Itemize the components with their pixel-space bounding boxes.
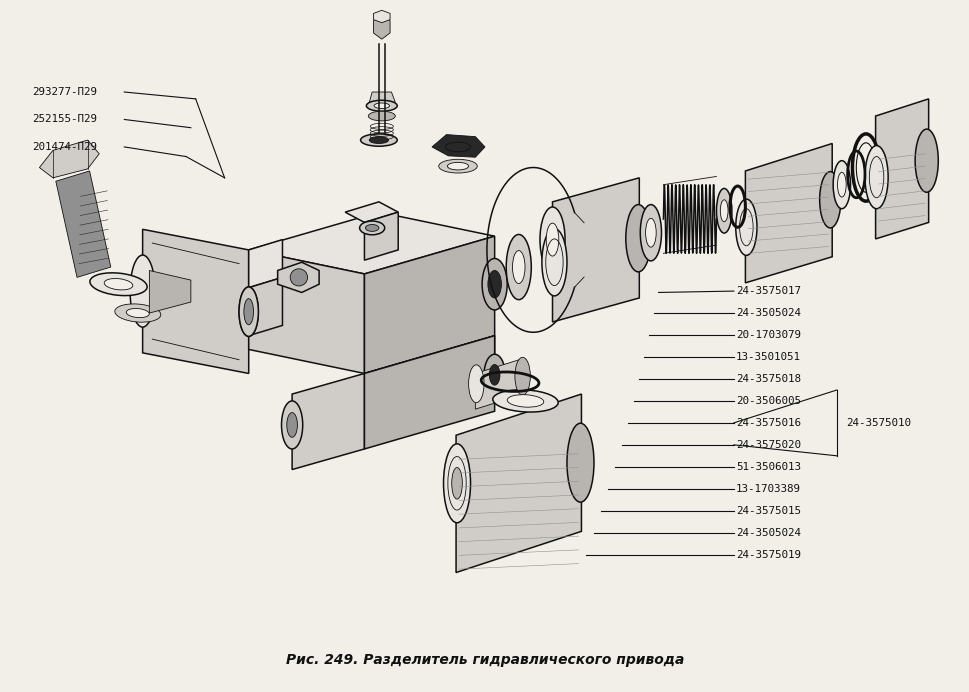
Polygon shape — [364, 212, 398, 260]
Polygon shape — [248, 250, 364, 374]
Ellipse shape — [864, 145, 888, 209]
Polygon shape — [369, 92, 395, 102]
Polygon shape — [373, 15, 390, 39]
Ellipse shape — [540, 207, 565, 272]
Ellipse shape — [625, 205, 650, 272]
Text: 13-1703389: 13-1703389 — [735, 484, 800, 494]
Ellipse shape — [445, 142, 470, 152]
Polygon shape — [248, 212, 494, 274]
Polygon shape — [277, 262, 319, 293]
Ellipse shape — [360, 134, 397, 146]
Text: 13-3501051: 13-3501051 — [735, 352, 800, 362]
Ellipse shape — [126, 309, 149, 318]
Polygon shape — [475, 358, 523, 409]
Ellipse shape — [482, 259, 507, 310]
Ellipse shape — [368, 111, 395, 121]
Ellipse shape — [281, 401, 302, 449]
Text: 24-3575016: 24-3575016 — [735, 418, 800, 428]
Ellipse shape — [366, 100, 397, 111]
Text: 24-3505024: 24-3505024 — [735, 528, 800, 538]
Text: Рис. 249. Разделитель гидравлического привода: Рис. 249. Разделитель гидравлического пр… — [286, 653, 683, 667]
Polygon shape — [292, 374, 364, 470]
Text: 20-1703079: 20-1703079 — [735, 330, 800, 340]
Polygon shape — [142, 229, 248, 374]
Ellipse shape — [243, 299, 253, 325]
Ellipse shape — [447, 163, 468, 170]
Ellipse shape — [716, 188, 732, 233]
Ellipse shape — [287, 412, 297, 437]
Ellipse shape — [374, 103, 390, 109]
Text: 24-3575010: 24-3575010 — [846, 418, 911, 428]
Ellipse shape — [130, 255, 155, 327]
Ellipse shape — [238, 287, 258, 336]
Ellipse shape — [452, 468, 462, 499]
Ellipse shape — [488, 365, 499, 385]
Text: 24-3575018: 24-3575018 — [735, 374, 800, 384]
Ellipse shape — [290, 268, 307, 286]
Ellipse shape — [832, 161, 850, 209]
Ellipse shape — [836, 172, 845, 197]
Ellipse shape — [819, 172, 840, 228]
Ellipse shape — [114, 304, 161, 322]
Polygon shape — [455, 394, 580, 572]
Polygon shape — [364, 236, 494, 374]
Text: 293277-П29: 293277-П29 — [32, 87, 97, 97]
Polygon shape — [744, 143, 831, 283]
Ellipse shape — [515, 357, 530, 395]
Ellipse shape — [365, 224, 379, 231]
Text: 24-3575015: 24-3575015 — [735, 506, 800, 516]
Ellipse shape — [856, 143, 875, 192]
Ellipse shape — [507, 394, 544, 407]
Ellipse shape — [506, 235, 531, 300]
Ellipse shape — [640, 205, 661, 261]
Ellipse shape — [104, 278, 133, 290]
Polygon shape — [373, 10, 390, 23]
Text: 201474-П29: 201474-П29 — [32, 142, 97, 152]
Text: 20-3506005: 20-3506005 — [735, 396, 800, 406]
Ellipse shape — [369, 136, 389, 143]
Text: 24-3575020: 24-3575020 — [735, 440, 800, 450]
Polygon shape — [431, 134, 484, 157]
Polygon shape — [248, 277, 282, 336]
Ellipse shape — [438, 159, 477, 173]
Polygon shape — [364, 336, 494, 397]
Text: 252155-П29: 252155-П29 — [32, 114, 97, 125]
Text: 24-3575019: 24-3575019 — [735, 549, 800, 560]
Polygon shape — [345, 202, 398, 222]
Ellipse shape — [512, 251, 524, 284]
Polygon shape — [875, 99, 927, 239]
Polygon shape — [364, 336, 494, 449]
Polygon shape — [552, 178, 639, 322]
Ellipse shape — [645, 218, 655, 247]
Text: 24-3505024: 24-3505024 — [735, 308, 800, 318]
Ellipse shape — [359, 221, 385, 235]
Ellipse shape — [487, 271, 501, 298]
Polygon shape — [149, 271, 191, 313]
Polygon shape — [56, 171, 110, 277]
Ellipse shape — [484, 354, 505, 395]
Ellipse shape — [468, 365, 484, 403]
Ellipse shape — [542, 228, 567, 296]
Ellipse shape — [735, 199, 756, 255]
Ellipse shape — [546, 223, 558, 256]
Ellipse shape — [914, 129, 937, 192]
Ellipse shape — [443, 444, 470, 522]
Ellipse shape — [90, 273, 147, 295]
Text: 24-3575017: 24-3575017 — [735, 286, 800, 296]
Polygon shape — [248, 239, 282, 288]
Polygon shape — [40, 140, 99, 178]
Ellipse shape — [567, 424, 593, 502]
Text: 51-3506013: 51-3506013 — [735, 462, 800, 472]
Ellipse shape — [492, 390, 557, 412]
Ellipse shape — [720, 200, 728, 221]
Ellipse shape — [238, 287, 258, 336]
